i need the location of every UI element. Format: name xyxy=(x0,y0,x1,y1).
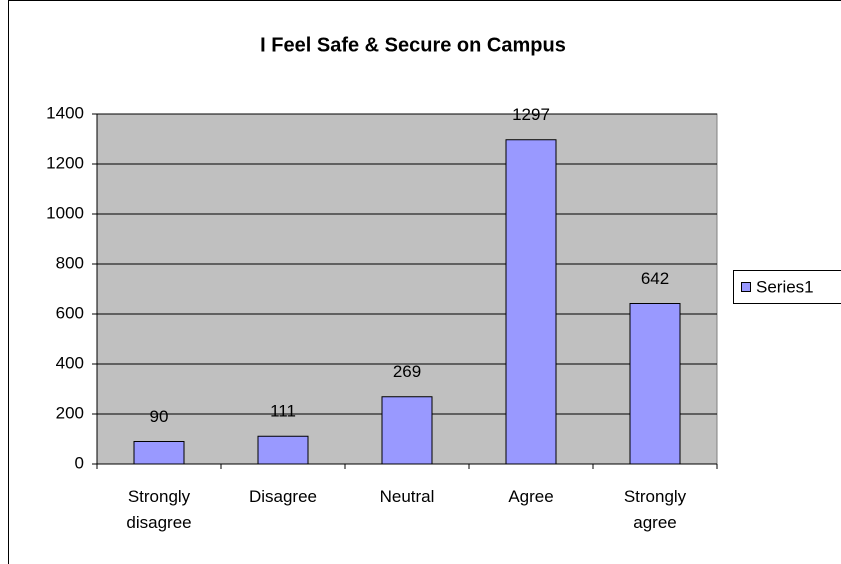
y-tick-label: 400 xyxy=(56,353,84,372)
x-tick-label: Agree xyxy=(508,487,554,506)
y-tick-label: 200 xyxy=(56,403,84,422)
data-label: 1297 xyxy=(512,105,550,124)
data-label: 269 xyxy=(393,362,421,381)
bar xyxy=(381,396,433,465)
y-tick-label: 600 xyxy=(56,303,84,322)
data-label: 90 xyxy=(150,407,169,426)
bar xyxy=(629,303,681,465)
x-tick-label: Disagree xyxy=(248,487,318,506)
y-tick-label: 1200 xyxy=(46,153,84,172)
legend-label: Series1 xyxy=(756,277,814,296)
y-tick-label: 800 xyxy=(56,253,84,272)
data-label: 111 xyxy=(270,402,296,421)
x-tick-label: Strongly agree xyxy=(623,487,687,532)
y-tick-label: 1400 xyxy=(46,103,84,122)
data-label: 642 xyxy=(641,269,669,288)
y-tick-label: 0 xyxy=(75,453,84,472)
bar xyxy=(257,435,309,465)
bar xyxy=(505,139,557,465)
x-tick-label: Strongly disagree xyxy=(126,487,192,532)
bar xyxy=(133,441,185,465)
legend-swatch xyxy=(741,282,751,292)
x-tick-label: Neutral xyxy=(379,487,435,506)
legend-box xyxy=(733,270,841,304)
chart-title: I Feel Safe & Secure on Campus xyxy=(260,34,566,56)
y-tick-label: 1000 xyxy=(46,203,84,222)
